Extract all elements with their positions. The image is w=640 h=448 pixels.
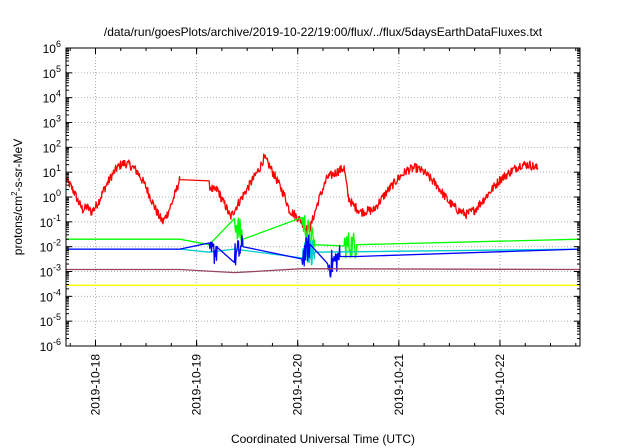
y-tick-label: 10-4 (40, 287, 61, 304)
y-axis-label: protons/cm2-s-sr-MeV (10, 139, 25, 255)
x-tick-label: 2019-10-20 (291, 354, 305, 416)
y-tick-label: 102 (43, 138, 61, 155)
x-axis-label: Coordinated Universal Time (UTC) (231, 432, 415, 446)
y-tick-label: 106 (43, 39, 61, 56)
x-tick-label: 2019-10-19 (190, 354, 204, 416)
y-tick-label: 10-2 (40, 238, 61, 255)
grid-lines (66, 48, 580, 346)
y-tick-label: 10-3 (40, 263, 61, 280)
y-tick-label: 10-5 (40, 312, 61, 329)
y-tick-label: 103 (43, 114, 61, 131)
chart-title: /data/run/goesPlots/archive/2019-10-22/1… (104, 25, 543, 39)
x-tick-label: 2019-10-18 (88, 354, 102, 416)
series-line (65, 153, 539, 235)
y-axis-label-base: protons/cm (11, 196, 25, 255)
series-line (66, 239, 581, 266)
x-tick-label: 2019-10-21 (392, 354, 406, 416)
y-axis-label-rest: -s-sr-MeV (11, 139, 25, 192)
axis-ticks: 106 105 104 103 102 101 100 10-1 10-2 10-3 10-4 10-… (40, 39, 580, 415)
plot-frame (65, 47, 581, 347)
x-tick-label: 2019-10-22 (493, 354, 507, 416)
y-tick-label: 10-6 (40, 337, 61, 354)
series-line (66, 268, 581, 274)
y-tick-label: 10-1 (40, 213, 61, 230)
series-lines (65, 153, 581, 286)
y-axis-label-sup: 2 (10, 191, 19, 196)
y-tick-label: 100 (43, 188, 61, 205)
series-line (66, 234, 581, 278)
y-tick-label: 105 (43, 64, 61, 81)
y-tick-label: 101 (43, 163, 61, 180)
y-tick-label: 104 (43, 89, 61, 106)
